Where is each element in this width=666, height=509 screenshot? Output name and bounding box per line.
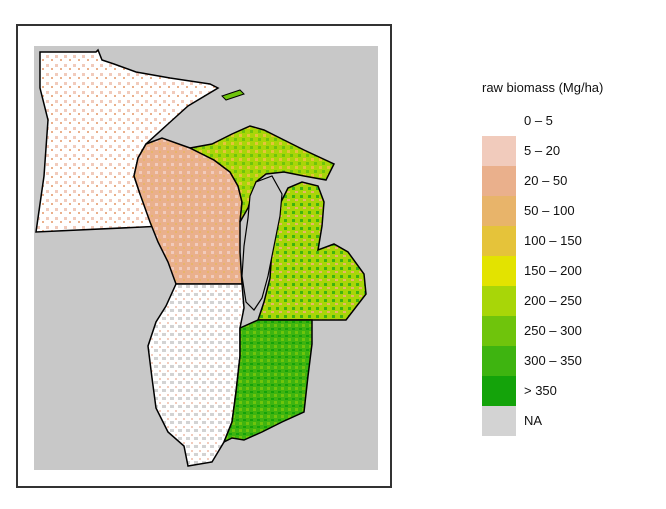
legend-item: 50 – 100 (482, 196, 652, 226)
legend-item: 150 – 200 (482, 256, 652, 286)
legend-label: NA (524, 413, 543, 428)
legend-swatch (482, 286, 516, 316)
legend-item: 300 – 350 (482, 346, 652, 376)
legend-label: 150 – 200 (524, 263, 582, 278)
state-michigan-lower-peninsula (256, 181, 367, 321)
legend-label: 250 – 300 (524, 323, 582, 338)
legend-label: 200 – 250 (524, 293, 582, 308)
legend-swatch (482, 376, 516, 406)
legend-item: 5 – 20 (482, 136, 652, 166)
legend-item: 0 – 5 (482, 106, 652, 136)
lake-michigan (241, 175, 283, 311)
state-michigan-upper-peninsula (187, 125, 336, 223)
legend-label: > 350 (524, 383, 557, 398)
biomass-map (34, 46, 378, 470)
state-illinois (147, 283, 245, 467)
legend-item: NA (482, 406, 652, 436)
legend-swatch (482, 226, 516, 256)
isle-royale (221, 89, 245, 101)
legend-swatch (482, 256, 516, 286)
map-legend: raw biomass (Mg/ha) 0 – 5 5 – 20 20 – 50 50… (470, 78, 650, 436)
state-minnesota (35, 48, 220, 233)
legend-item: 100 – 150 (482, 226, 652, 256)
legend-swatch (482, 346, 516, 376)
legend-swatch (482, 106, 516, 136)
state-indiana (222, 319, 313, 444)
legend-swatch (482, 316, 516, 346)
legend-label: 20 – 50 (524, 173, 568, 188)
legend-label: 5 – 20 (524, 143, 561, 158)
legend-label: 50 – 100 (524, 203, 575, 218)
legend-swatch (482, 196, 516, 226)
legend-label: 0 – 5 (524, 113, 553, 128)
legend-item: 250 – 300 (482, 316, 652, 346)
legend-swatch (482, 166, 516, 196)
legend-label: 300 – 350 (524, 353, 582, 368)
legend-item: > 350 (482, 376, 652, 406)
legend-item: 200 – 250 (482, 286, 652, 316)
legend-swatch (482, 136, 516, 166)
legend-swatch (482, 406, 516, 436)
legend-title: raw biomass (Mg/ha) (482, 80, 604, 95)
legend-item: 20 – 50 (482, 166, 652, 196)
legend-label: 100 – 150 (524, 233, 582, 248)
map-frame (16, 24, 392, 488)
